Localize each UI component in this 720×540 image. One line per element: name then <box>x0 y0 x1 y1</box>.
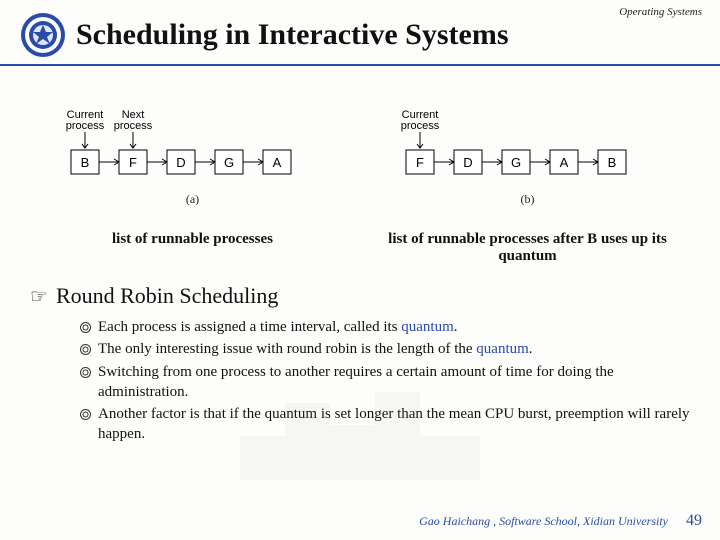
svg-text:D: D <box>463 155 472 170</box>
figure-a-sub: (a) <box>40 192 345 207</box>
section-title: Round Robin Scheduling <box>56 283 278 309</box>
svg-text:Nextprocess: Nextprocess <box>113 109 152 132</box>
svg-text:D: D <box>176 155 185 170</box>
page-number: 49 <box>686 512 702 530</box>
figure-b-sub: (b) <box>375 192 680 207</box>
svg-text:A: A <box>559 155 568 170</box>
svg-text:Currentprocess: Currentprocess <box>65 109 104 132</box>
diagram-a-icon: Currentprocess Nextprocess B F D G A <box>53 106 333 186</box>
figure-b: Currentprocess F D G A B (b) <box>375 106 680 207</box>
section-title-row: ☞ Round Robin Scheduling <box>30 283 690 309</box>
svg-text:A: A <box>272 155 281 170</box>
section: ☞ Round Robin Scheduling Each process is… <box>30 283 690 445</box>
figure-area: Currentprocess Nextprocess B F D G A (a) Curre… <box>40 106 680 207</box>
svg-text:Currentprocess: Currentprocess <box>400 109 439 132</box>
highlight-term: quantum <box>476 341 529 357</box>
list-item: The only interesting issue with round ro… <box>80 339 690 359</box>
list-item: Switching from one process to another re… <box>80 362 690 403</box>
footer: Gao Haichang , Software School, Xidian U… <box>419 512 702 530</box>
caption-left: list of runnable processes <box>40 231 345 265</box>
diagram-b-icon: Currentprocess F D G A B <box>388 106 668 186</box>
caption-right: list of runnable processes after B uses … <box>375 231 680 265</box>
pointing-hand-icon: ☞ <box>30 284 48 309</box>
list-item: Each process is assigned a time interval… <box>80 317 690 337</box>
svg-text:F: F <box>129 155 137 170</box>
captions-row: list of runnable processes list of runna… <box>40 231 680 265</box>
university-logo-icon <box>20 12 66 58</box>
svg-text:F: F <box>416 155 424 170</box>
course-label: Operating Systems <box>619 6 702 18</box>
footer-credit: Gao Haichang , Software School, Xidian U… <box>419 514 668 529</box>
svg-text:G: G <box>223 155 233 170</box>
list-item: Another factor is that if the quantum is… <box>80 404 690 445</box>
svg-text:B: B <box>80 155 89 170</box>
bullet-list: Each process is assigned a time interval… <box>80 317 690 445</box>
svg-text:G: G <box>510 155 520 170</box>
figure-a: Currentprocess Nextprocess B F D G A (a) <box>40 106 345 207</box>
svg-text:B: B <box>607 155 616 170</box>
highlight-term: quantum <box>401 319 454 335</box>
slide-title: Scheduling in Interactive Systems <box>76 18 509 52</box>
slide-header: Operating Systems Scheduling in Interact… <box>0 0 720 66</box>
